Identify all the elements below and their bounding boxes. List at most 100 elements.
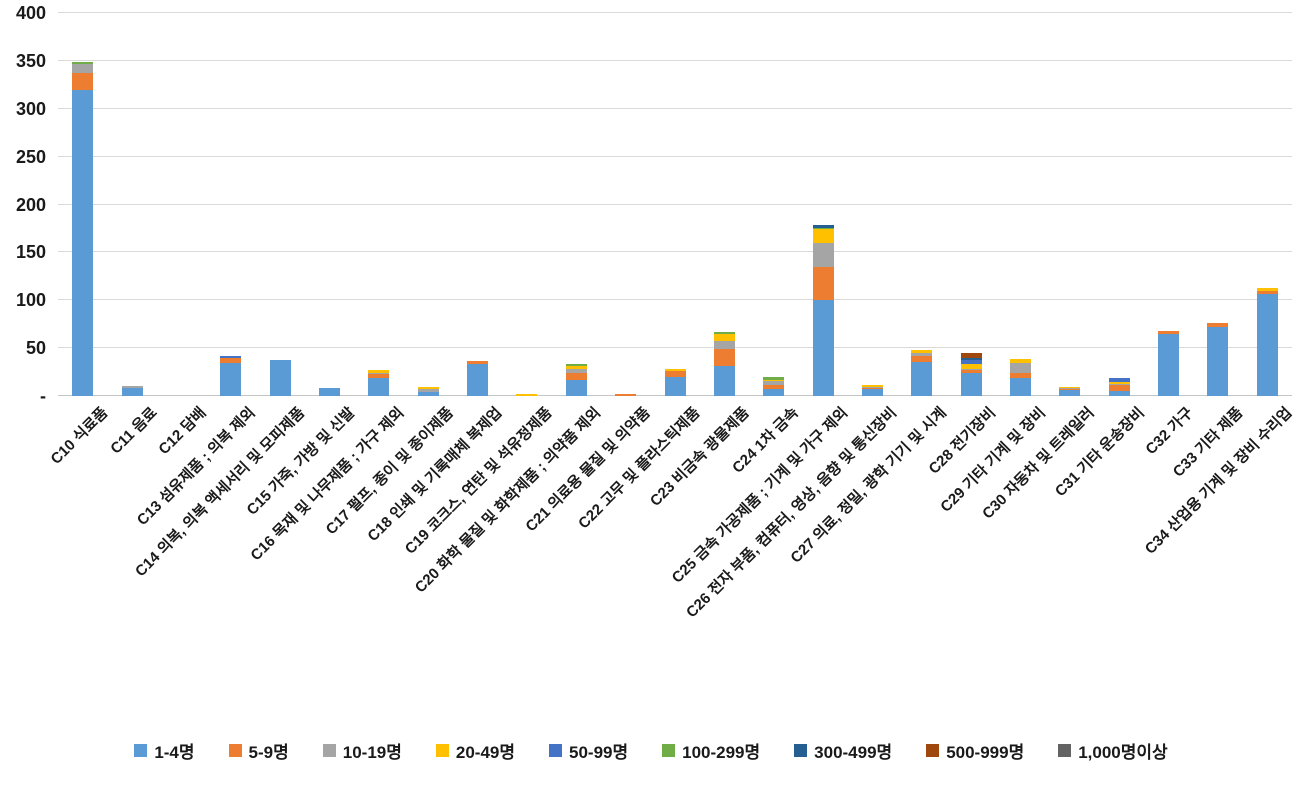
bar-segment-100-299명[interactable] [713,331,735,334]
bar-segment-10-19명[interactable] [911,352,933,356]
bar-C31[interactable] [1108,377,1130,396]
legend-item-100-299명[interactable]: 100-299명 [662,738,760,763]
bar-segment-5-9명[interactable] [1010,373,1032,378]
bar-segment-20-49명[interactable] [565,366,587,370]
bar-segment-1-4명[interactable] [269,359,291,396]
bar-segment-20-49명[interactable] [1010,358,1032,364]
bar-C17[interactable] [417,387,439,396]
bar-C21[interactable] [615,394,637,396]
bar-segment-1-4명[interactable] [467,364,489,396]
bar-segment-100-299명[interactable] [565,363,587,367]
bar-segment-1-4명[interactable] [121,388,143,396]
bar-segment-20-49명[interactable] [713,333,735,342]
bar-segment-20-49명[interactable] [911,350,933,353]
legend-item-10-19명[interactable]: 10-19명 [322,738,402,763]
bar-segment-10-19명[interactable] [368,373,390,374]
bar-C13[interactable] [220,355,242,396]
bar-segment-10-19명[interactable] [72,63,94,74]
bar-segment-5-9명[interactable] [220,357,242,363]
legend-item-1,000명이상[interactable]: 1,000명이상 [1058,738,1168,763]
bar-segment-10-19명[interactable] [861,387,883,389]
bar-segment-300-499명[interactable] [960,357,982,360]
bar-C27[interactable] [911,350,933,396]
bar-C26[interactable] [861,384,883,396]
bar-segment-1-4명[interactable] [911,361,933,396]
bar-C11[interactable] [121,386,143,396]
bar-C34[interactable] [1256,287,1278,396]
bar-C16[interactable] [368,370,390,396]
bar-C15[interactable] [318,388,340,396]
bar-segment-50-99명[interactable] [220,355,242,358]
legend-item-5-9명[interactable]: 5-9명 [228,738,289,763]
bar-C22[interactable] [664,369,686,396]
bar-C29[interactable] [1010,358,1032,396]
bar-segment-5-9명[interactable] [615,394,637,396]
legend-item-300-499명[interactable]: 300-499명 [794,738,892,763]
bar-segment-1-4명[interactable] [1108,391,1130,396]
bar-segment-5-9명[interactable] [713,349,735,367]
bar-segment-300-499명[interactable] [812,224,834,228]
bar-segment-20-49명[interactable] [1059,387,1081,389]
bar-segment-10-19명[interactable] [713,341,735,350]
bar-segment-50-99명[interactable] [1108,377,1130,382]
bar-segment-5-9명[interactable] [1256,290,1278,294]
bar-C19[interactable] [516,394,538,396]
bar-segment-10-19명[interactable] [960,369,982,371]
bar-segment-5-9명[interactable] [960,370,982,374]
bar-segment-5-9명[interactable] [911,355,933,362]
bar-segment-10-19명[interactable] [1108,383,1130,385]
bar-segment-5-9명[interactable] [1059,389,1081,391]
bar-segment-20-49명[interactable] [763,379,785,381]
legend-item-50-99명[interactable]: 50-99명 [549,738,628,763]
bar-segment-1-4명[interactable] [72,89,94,396]
bar-C33[interactable] [1207,323,1229,396]
bar-segment-1-4명[interactable] [318,388,340,396]
bar-segment-1-4명[interactable] [664,376,686,396]
bar-segment-20-49명[interactable] [664,369,686,372]
bar-segment-1-4명[interactable] [1059,390,1081,396]
bar-segment-5-9명[interactable] [72,73,94,90]
bar-segment-1-4명[interactable] [565,379,587,396]
bar-segment-20-49명[interactable] [368,370,390,374]
bar-C30[interactable] [1059,387,1081,396]
bar-segment-5-9명[interactable] [467,360,489,365]
bar-C25[interactable] [812,224,834,396]
bar-segment-5-9명[interactable] [763,385,785,390]
bar-segment-5-9명[interactable] [1158,330,1180,334]
bar-segment-10-19명[interactable] [121,386,143,389]
bar-segment-5-9명[interactable] [1207,323,1229,328]
bar-segment-1-4명[interactable] [220,362,242,396]
bar-segment-1-4명[interactable] [1010,377,1032,396]
bar-segment-1-4명[interactable] [713,366,735,396]
bar-C28[interactable] [960,352,982,396]
bar-segment-20-49명[interactable] [417,387,439,390]
bar-segment-5-9명[interactable] [812,266,834,301]
legend-item-20-49명[interactable]: 20-49명 [435,738,515,763]
bar-segment-1-4명[interactable] [861,389,883,396]
bar-segment-1-4명[interactable] [1256,293,1278,396]
bar-segment-5-9명[interactable] [565,373,587,380]
bar-segment-20-49명[interactable] [1256,287,1278,291]
bar-segment-10-19명[interactable] [763,380,785,386]
bar-segment-5-9명[interactable] [861,388,883,390]
bar-segment-1-4명[interactable] [417,392,439,396]
bar-segment-10-19명[interactable] [1059,388,1081,390]
bar-segment-1-4명[interactable] [763,389,785,396]
bar-segment-1-4명[interactable] [960,373,982,396]
bar-segment-5-9명[interactable] [1108,384,1130,392]
bar-segment-100-299명[interactable] [72,61,94,64]
bar-segment-5-9명[interactable] [368,373,390,378]
bar-C32[interactable] [1158,330,1180,396]
bar-C10[interactable] [72,61,94,396]
bar-segment-10-19명[interactable] [417,389,439,393]
bar-segment-20-49명[interactable] [861,384,883,388]
bar-C23[interactable] [713,331,735,396]
bar-segment-100-299명[interactable] [763,376,785,380]
bar-segment-20-49명[interactable] [960,364,982,370]
bar-segment-1-4명[interactable] [812,300,834,396]
bar-segment-20-49명[interactable] [812,229,834,243]
bar-segment-20-49명[interactable] [1108,381,1130,384]
bar-segment-20-49명[interactable] [516,394,538,396]
bar-segment-100-299명[interactable] [812,227,834,230]
bar-C14[interactable] [269,359,291,396]
